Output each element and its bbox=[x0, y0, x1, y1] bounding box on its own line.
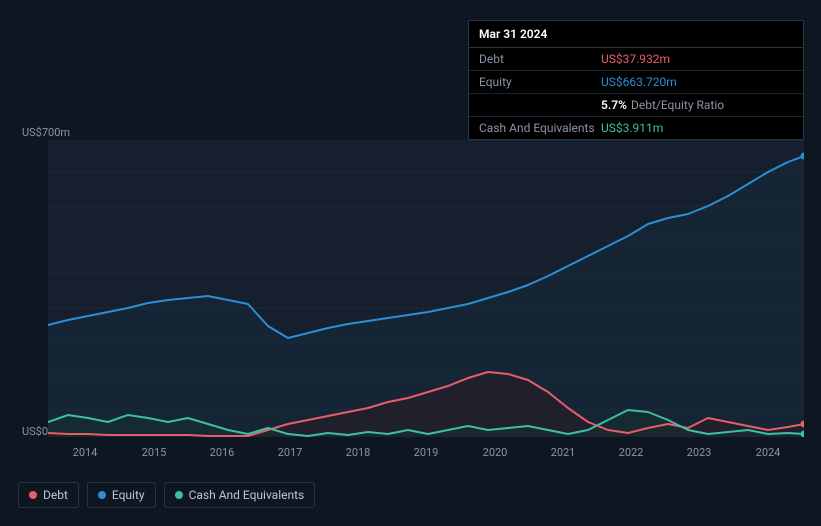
yaxis-tick-bottom: US$0 bbox=[22, 425, 48, 438]
yaxis-tick-top: US$700m bbox=[22, 126, 70, 139]
tooltip-label: Cash And Equivalents bbox=[479, 121, 601, 135]
tooltip-label: Equity bbox=[479, 75, 601, 89]
legend-dot-icon bbox=[98, 491, 106, 499]
tooltip-value: 5.7%Debt/Equity Ratio bbox=[601, 98, 793, 112]
xaxis-tick: 2021 bbox=[551, 446, 576, 459]
legend-label: Debt bbox=[43, 488, 68, 502]
tooltip-label bbox=[479, 98, 601, 112]
tooltip-row: Cash And EquivalentsUS$3.911m bbox=[469, 117, 803, 139]
xaxis-tick: 2023 bbox=[687, 446, 712, 459]
xaxis-tick: 2024 bbox=[756, 446, 781, 459]
tooltip-value: US$37.932m bbox=[601, 52, 793, 66]
tooltip-row: DebtUS$37.932m bbox=[469, 48, 803, 71]
tooltip-date: Mar 31 2024 bbox=[469, 21, 803, 48]
xaxis-tick: 2017 bbox=[278, 446, 303, 459]
tooltip-label: Debt bbox=[479, 52, 601, 66]
legend-item[interactable]: Equity bbox=[87, 482, 156, 508]
xaxis-tick: 2022 bbox=[619, 446, 644, 459]
legend-item[interactable]: Debt bbox=[18, 482, 79, 508]
legend-item[interactable]: Cash And Equivalents bbox=[164, 482, 316, 508]
legend-label: Equity bbox=[112, 488, 145, 502]
tooltip-value: US$663.720m bbox=[601, 75, 793, 89]
xaxis-tick: 2016 bbox=[210, 446, 235, 459]
tooltip-value: US$3.911m bbox=[601, 121, 793, 135]
xaxis-tick: 2014 bbox=[73, 446, 98, 459]
tooltip-row: EquityUS$663.720m bbox=[469, 71, 803, 94]
legend-dot-icon bbox=[29, 491, 37, 499]
tooltip-row: 5.7%Debt/Equity Ratio bbox=[469, 94, 803, 117]
info-tooltip: Mar 31 2024 DebtUS$37.932mEquityUS$663.7… bbox=[468, 20, 804, 140]
chart-plot[interactable] bbox=[48, 140, 804, 437]
xaxis-tick: 2018 bbox=[346, 446, 371, 459]
legend: Debt Equity Cash And Equivalents bbox=[18, 482, 315, 508]
xaxis-tick: 2019 bbox=[414, 446, 439, 459]
legend-dot-icon bbox=[175, 491, 183, 499]
xaxis-tick: 2015 bbox=[142, 446, 167, 459]
legend-label: Cash And Equivalents bbox=[189, 488, 305, 502]
xaxis-tick: 2020 bbox=[483, 446, 508, 459]
